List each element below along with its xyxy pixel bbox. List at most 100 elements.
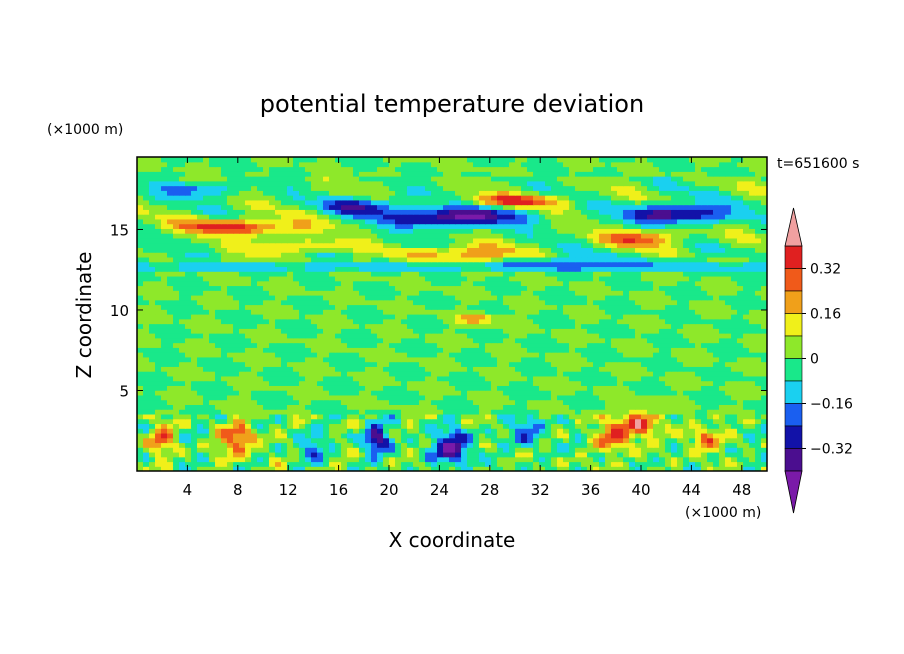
- field-cell: [377, 366, 384, 372]
- field-cell: [329, 271, 336, 277]
- field-cell: [509, 309, 516, 315]
- field-cell: [173, 461, 180, 467]
- field-cell: [407, 394, 414, 401]
- field-cell: [485, 390, 492, 396]
- field-cell: [419, 294, 426, 301]
- field-cell: [641, 304, 648, 310]
- field-cell: [209, 318, 216, 325]
- field-cell: [761, 266, 767, 272]
- field-cell: [551, 451, 558, 458]
- field-cell: [617, 399, 624, 405]
- field-cell: [659, 318, 666, 325]
- field-cell: [509, 314, 516, 320]
- field-cell: [281, 371, 288, 377]
- field-cell: [143, 404, 150, 410]
- field-cell: [221, 399, 228, 405]
- field-cell: [185, 404, 192, 410]
- field-cell: [215, 247, 222, 253]
- field-cell: [701, 461, 708, 467]
- field-cell: [431, 323, 438, 329]
- field-cell: [317, 309, 324, 315]
- field-cell: [137, 409, 144, 415]
- field-cell: [593, 352, 600, 358]
- field-cell: [617, 380, 624, 386]
- field-cell: [743, 423, 750, 429]
- field-cell: [677, 342, 684, 348]
- field-cell: [257, 432, 264, 439]
- field-cell: [419, 252, 426, 258]
- field-cell: [659, 352, 666, 358]
- field-cell: [359, 380, 366, 386]
- field-cell: [581, 361, 588, 367]
- field-cell: [437, 275, 444, 282]
- field-cell: [179, 247, 186, 253]
- field-cell: [671, 356, 678, 363]
- field-cell: [485, 271, 492, 277]
- field-cell: [221, 280, 228, 287]
- field-cell: [467, 323, 474, 329]
- field-cell: [473, 256, 480, 263]
- field-cell: [455, 399, 462, 405]
- field-cell: [425, 271, 432, 277]
- field-cell: [179, 371, 186, 377]
- field-cell: [761, 333, 767, 339]
- field-cell: [443, 247, 450, 253]
- field-cell: [185, 394, 192, 401]
- field-cell: [455, 261, 462, 268]
- field-cell: [677, 390, 684, 396]
- field-cell: [449, 428, 456, 434]
- field-cell: [329, 437, 336, 444]
- field-cell: [287, 442, 294, 448]
- field-cell: [629, 456, 636, 463]
- field-cell: [137, 318, 144, 325]
- field-cell: [263, 371, 270, 377]
- field-cell: [623, 290, 630, 296]
- field-cell: [257, 352, 264, 358]
- field-cell: [695, 418, 702, 425]
- field-cell: [335, 290, 342, 296]
- field-cell: [359, 366, 366, 372]
- field-cell: [545, 318, 552, 325]
- field-cell: [761, 247, 767, 253]
- field-cell: [479, 252, 486, 258]
- field-cell: [389, 447, 396, 453]
- field-cell: [209, 366, 216, 372]
- field-cell: [419, 404, 426, 410]
- field-cell: [503, 423, 510, 429]
- field-cell: [539, 314, 546, 320]
- field-cell: [473, 314, 480, 320]
- field-cell: [161, 442, 168, 448]
- field-cell: [629, 347, 636, 353]
- field-cell: [641, 399, 648, 405]
- field-cell: [203, 247, 210, 253]
- field-cell: [593, 404, 600, 410]
- field-cell: [149, 309, 156, 315]
- field-cell: [173, 337, 180, 344]
- field-cell: [311, 328, 318, 334]
- field-cell: [209, 437, 216, 444]
- field-cell: [491, 447, 498, 453]
- field-cell: [575, 318, 582, 325]
- field-cell: [179, 337, 186, 344]
- field-cell: [167, 456, 174, 463]
- field-cell: [185, 266, 192, 272]
- field-cell: [155, 461, 162, 467]
- field-cell: [509, 352, 516, 358]
- field-cell: [593, 432, 600, 439]
- field-cell: [563, 318, 570, 325]
- field-cell: [743, 413, 750, 420]
- field-cell: [533, 442, 540, 448]
- field-cell: [557, 323, 564, 329]
- field-cell: [665, 252, 672, 258]
- field-cell: [755, 356, 762, 363]
- field-cell: [293, 242, 300, 248]
- field-cell: [509, 347, 516, 353]
- field-cell: [263, 342, 270, 348]
- field-cell: [701, 304, 708, 310]
- field-cell: [587, 294, 594, 301]
- field-cell: [395, 280, 402, 287]
- field-cell: [149, 290, 156, 296]
- field-cell: [239, 380, 246, 386]
- field-cell: [287, 261, 294, 268]
- field-cell: [485, 466, 492, 471]
